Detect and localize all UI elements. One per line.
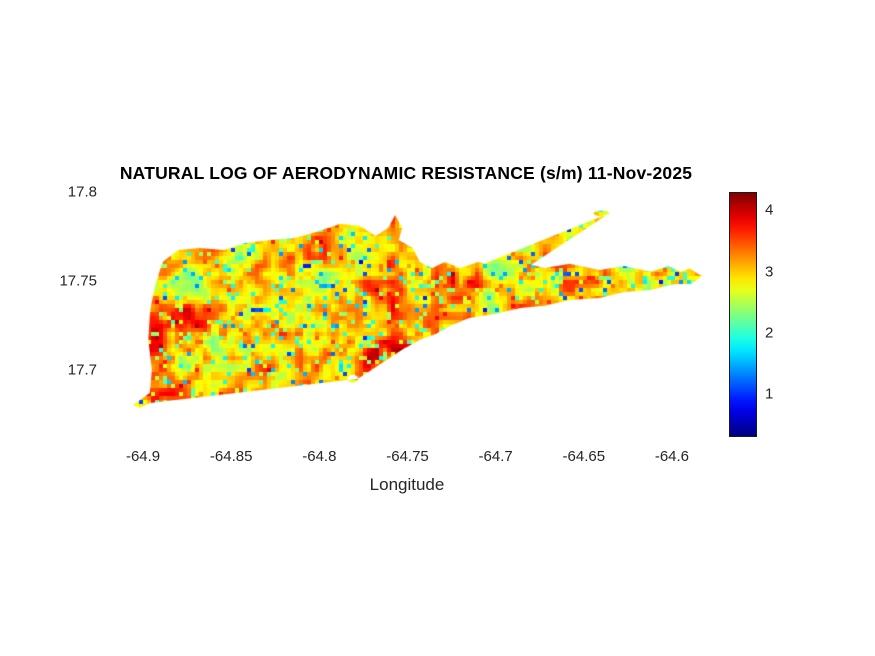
colorbar-tick-label: 3	[765, 263, 774, 281]
colorbar-tick-label: 1	[765, 385, 774, 403]
colorbar-tick-label: 4	[765, 201, 774, 219]
colorbar	[729, 192, 757, 437]
x-tick-label: -64.8	[302, 448, 337, 465]
y-tick-label: 17.75	[59, 272, 97, 290]
x-axis-label: Longitude	[369, 475, 445, 494]
x-tick-label: -64.9	[125, 448, 161, 465]
x-tick-label: -64.7	[478, 448, 513, 465]
y-tick-label: 17.7	[67, 361, 97, 379]
x-tick-label: -64.6	[654, 448, 690, 465]
y-tick-label: 17.8	[67, 183, 97, 201]
chart-title: NATURAL LOG OF AERODYNAMIC RESISTANCE (s…	[119, 163, 693, 183]
colorbar-tick-label: 2	[765, 324, 774, 342]
x-tick-label: -64.75	[386, 448, 429, 465]
x-tick-label: -64.65	[562, 448, 606, 465]
x-tick-label: -64.85	[209, 448, 253, 465]
